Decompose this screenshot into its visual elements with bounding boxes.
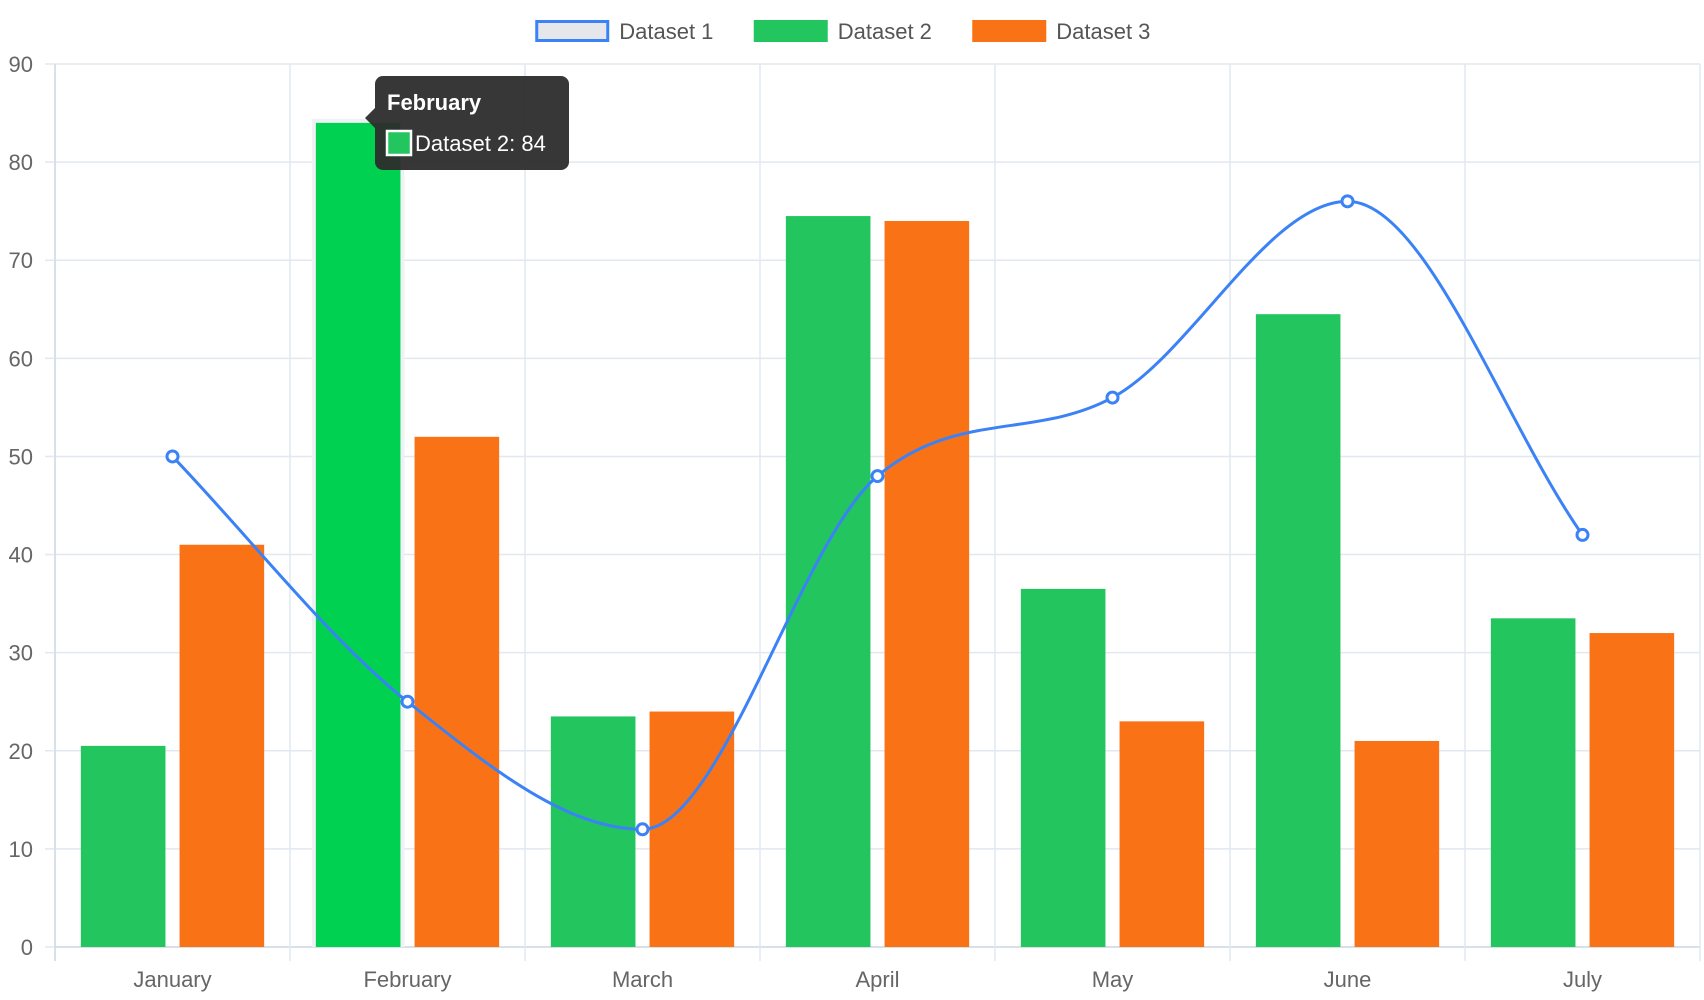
tooltip-swatch bbox=[385, 129, 413, 157]
y-tick-label: 10 bbox=[9, 837, 33, 862]
x-tick-label: April bbox=[855, 967, 899, 992]
legend-swatch bbox=[535, 20, 610, 42]
axes: 0 10 20 30 40 50 60 70 80 90 January February March A… bbox=[9, 52, 1603, 992]
legend-label: Dataset 2 bbox=[838, 19, 932, 44]
x-tick-label: January bbox=[133, 967, 211, 992]
bar-dataset-2-july[interactable] bbox=[1490, 618, 1576, 947]
bar-dataset-2-april[interactable] bbox=[785, 216, 871, 948]
tooltip: February Dataset 2: 84 bbox=[365, 76, 569, 170]
x-tick-label: May bbox=[1092, 967, 1134, 992]
y-tick-label: 0 bbox=[21, 935, 33, 960]
line-point-january[interactable] bbox=[165, 449, 180, 464]
bar-dataset-2-february[interactable] bbox=[315, 122, 401, 947]
legend-swatch bbox=[753, 20, 828, 42]
bar-dataset-3-april[interactable] bbox=[884, 220, 970, 947]
bar-dataset-3-march[interactable] bbox=[649, 711, 735, 947]
legend: Dataset 1 Dataset 2 Dataset 3 bbox=[535, 19, 1150, 44]
x-tick-label: June bbox=[1324, 967, 1372, 992]
line-point-april[interactable] bbox=[870, 469, 885, 484]
legend-item-dataset-3[interactable]: Dataset 3 bbox=[972, 19, 1150, 44]
y-tick-label: 40 bbox=[9, 543, 33, 568]
tooltip-title: February bbox=[387, 90, 482, 115]
y-tick-label: 50 bbox=[9, 444, 33, 469]
y-tick-label: 90 bbox=[9, 52, 33, 77]
legend-item-dataset-2[interactable]: Dataset 2 bbox=[753, 19, 932, 44]
legend-label: Dataset 3 bbox=[1056, 19, 1150, 44]
line-point-may[interactable] bbox=[1105, 390, 1120, 405]
legend-label: Dataset 1 bbox=[619, 19, 713, 44]
line-point-march[interactable] bbox=[635, 822, 650, 837]
bar-dataset-2-march[interactable] bbox=[550, 716, 636, 947]
x-tick-label: July bbox=[1563, 967, 1602, 992]
grid-lines bbox=[54, 63, 1701, 961]
x-tick-label: March bbox=[612, 967, 673, 992]
y-tick-label: 30 bbox=[9, 641, 33, 666]
bar-dataset-2-january[interactable] bbox=[80, 745, 166, 947]
bar-dataset-2-may[interactable] bbox=[1020, 588, 1106, 947]
line-point-july[interactable] bbox=[1575, 527, 1590, 542]
legend-swatch bbox=[972, 20, 1047, 42]
x-tick-label: February bbox=[363, 967, 451, 992]
line-point-june[interactable] bbox=[1340, 194, 1355, 209]
y-tick-label: 80 bbox=[9, 150, 33, 175]
tooltip-caret bbox=[365, 108, 375, 128]
y-tick-label: 20 bbox=[9, 739, 33, 764]
bar-dataset-3-june[interactable] bbox=[1354, 740, 1440, 947]
y-tick-label: 70 bbox=[9, 248, 33, 273]
bar-dataset-3-july[interactable] bbox=[1589, 633, 1675, 947]
tooltip-box: February Dataset 2: 84 bbox=[365, 76, 569, 170]
line-series bbox=[165, 194, 1590, 837]
y-tick-label: 60 bbox=[9, 346, 33, 371]
bar-series bbox=[80, 118, 1675, 948]
line-point-february[interactable] bbox=[400, 694, 415, 709]
bar-dataset-3-february[interactable] bbox=[414, 436, 500, 947]
bar-dataset-3-may[interactable] bbox=[1119, 721, 1205, 947]
tooltip-label: Dataset 2: 84 bbox=[415, 131, 546, 156]
legend-item-dataset-1[interactable]: Dataset 1 bbox=[535, 19, 714, 44]
tooltip-background bbox=[375, 76, 569, 170]
bar-dataset-3-january[interactable] bbox=[179, 544, 265, 947]
bar-dataset-2-june[interactable] bbox=[1255, 314, 1341, 947]
